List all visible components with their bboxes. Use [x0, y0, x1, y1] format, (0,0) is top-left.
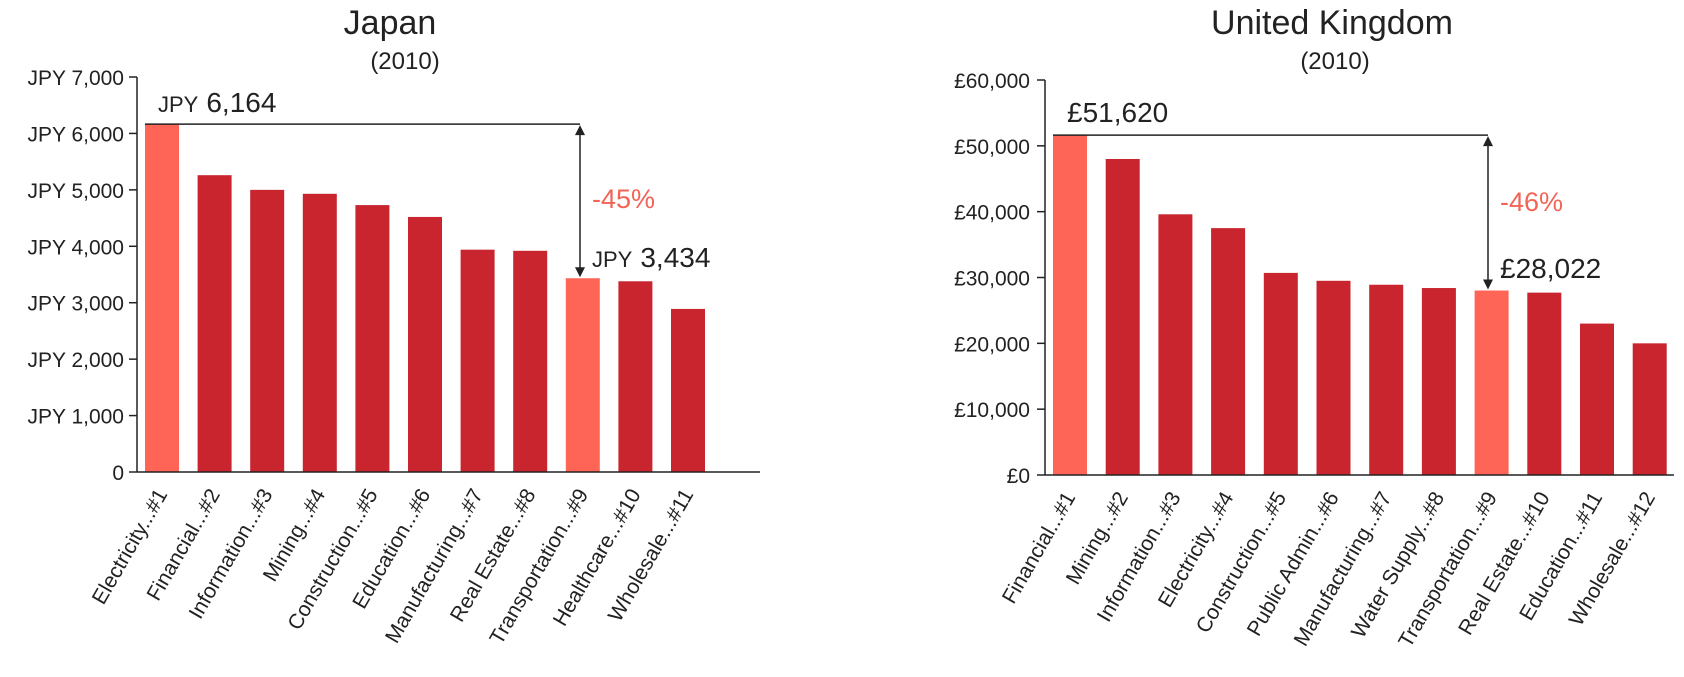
y-tick-label: £40,000	[954, 202, 1030, 225]
bar	[1369, 284, 1404, 475]
bar	[355, 205, 390, 473]
y-tick-label: JPY 1,000	[27, 406, 124, 429]
bar	[302, 193, 337, 473]
x-tick-label: Manufacturing...#7	[381, 485, 488, 647]
y-tick-label: £50,000	[954, 136, 1030, 159]
bar	[565, 278, 600, 472]
bar	[408, 216, 442, 472]
chart-1: United Kingdom (2010) £0 £10,000 £20,000 £30,…	[954, 4, 1674, 651]
y-tick-label: JPY 5,000	[27, 180, 124, 203]
y-tick-label: JPY 3,000	[27, 293, 124, 316]
bar	[513, 250, 548, 472]
bar	[671, 308, 705, 472]
bar	[1105, 159, 1140, 475]
bar	[145, 124, 179, 472]
bar	[1527, 292, 1562, 475]
bar	[1263, 272, 1298, 475]
bar	[1632, 343, 1667, 475]
bottom-value-label: JPY 3,434	[592, 242, 710, 273]
bar	[1158, 214, 1193, 476]
arrow-head-up-icon	[1483, 136, 1493, 147]
bar	[1580, 323, 1614, 475]
y-tick-label: £20,000	[954, 333, 1030, 356]
bar	[1211, 228, 1246, 475]
top-value-label-value: £51,620	[1067, 97, 1168, 128]
arrow-head-up-icon	[575, 125, 585, 136]
y-tick-label: JPY 4,000	[27, 236, 124, 259]
chart-0: Japan (2010) 0 JPY 1,000 JPY 2,000 JPY 3,000 J…	[27, 4, 760, 648]
x-tick-label: Financial...#1	[998, 488, 1080, 608]
y-tick-label: £0	[1007, 465, 1030, 488]
bar	[618, 281, 653, 472]
y-tick-label: £60,000	[954, 70, 1030, 93]
y-tick-label: JPY 6,000	[27, 123, 124, 146]
top-value-label-prefix: JPY	[158, 92, 199, 117]
arrow-head-down-icon	[575, 267, 585, 278]
y-tick-label: £10,000	[954, 399, 1030, 422]
change-percent-label: -46%	[1500, 187, 1563, 217]
bar	[197, 175, 232, 472]
top-value-label: JPY 6,164	[158, 87, 276, 118]
chart-title: Japan	[344, 4, 437, 42]
bottom-value-label: £28,022	[1500, 253, 1601, 284]
bar	[1316, 280, 1351, 475]
bar	[1053, 135, 1087, 475]
top-value-label: £51,620	[1067, 97, 1168, 128]
arrow-head-down-icon	[1483, 279, 1493, 290]
bar	[1421, 288, 1456, 475]
bottom-value-label-value: £28,022	[1500, 253, 1601, 284]
bar	[250, 189, 285, 472]
bar	[460, 249, 495, 472]
y-tick-label: £30,000	[954, 268, 1030, 291]
y-tick-label: JPY 2,000	[27, 349, 124, 372]
bar	[1474, 290, 1509, 475]
chart-subtitle: (2010)	[370, 48, 439, 75]
change-percent-label: -45%	[592, 184, 655, 214]
x-tick-label: Transportation...#9	[1394, 488, 1502, 651]
bottom-value-label-prefix: JPY	[592, 247, 633, 272]
chart-subtitle: (2010)	[1300, 48, 1369, 75]
x-tick-label: Manufacturing...#7	[1290, 488, 1397, 650]
y-tick-label: 0	[112, 462, 124, 485]
top-value-label-value: 6,164	[206, 87, 276, 118]
chart-title: United Kingdom	[1211, 4, 1453, 42]
x-tick-label: Transportation...#9	[485, 485, 593, 648]
y-tick-label: JPY 7,000	[27, 67, 124, 90]
bottom-value-label-value: 3,434	[640, 242, 710, 273]
